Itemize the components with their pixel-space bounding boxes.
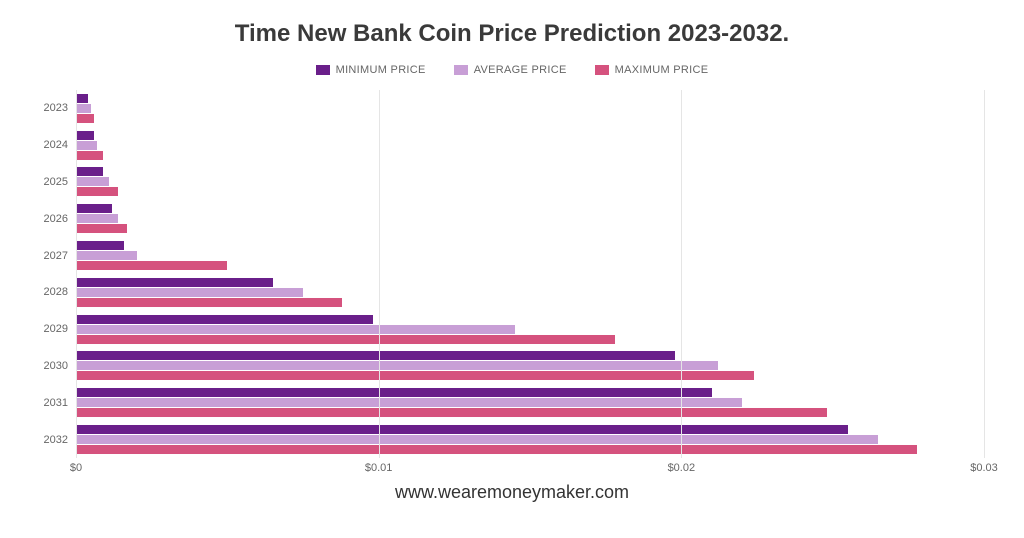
bar [76, 435, 878, 444]
bar [76, 445, 917, 454]
bar [76, 335, 615, 344]
x-tick-label: $0.02 [668, 462, 696, 474]
bar [76, 114, 94, 123]
swatch-max-icon [595, 65, 609, 75]
bar [76, 251, 137, 260]
y-tick-label: 2027 [44, 250, 76, 262]
gridline [379, 90, 380, 458]
bar [76, 187, 118, 196]
y-tick-label: 2032 [44, 434, 76, 446]
bar [76, 288, 303, 297]
bar [76, 224, 127, 233]
bar [76, 425, 848, 434]
legend-label-avg: AVERAGE PRICE [474, 64, 567, 76]
legend-item-max: MAXIMUM PRICE [595, 64, 709, 76]
legend: MINIMUM PRICE AVERAGE PRICE MAXIMUM PRIC… [30, 64, 994, 76]
legend-label-min: MINIMUM PRICE [336, 64, 426, 76]
y-tick-label: 2030 [44, 360, 76, 372]
bar [76, 131, 94, 140]
bar [76, 214, 118, 223]
legend-label-max: MAXIMUM PRICE [615, 64, 709, 76]
gridline [984, 90, 985, 458]
bar [76, 261, 227, 270]
year-group: 2023 [76, 90, 984, 127]
bar [76, 388, 712, 397]
bar [76, 141, 97, 150]
year-group: 2025 [76, 164, 984, 201]
chart-container: Time New Bank Coin Price Prediction 2023… [0, 0, 1024, 538]
year-group: 2029 [76, 311, 984, 348]
bar [76, 94, 88, 103]
legend-item-avg: AVERAGE PRICE [454, 64, 567, 76]
y-tick-label: 2024 [44, 139, 76, 151]
footer-text: www.wearemoneymaker.com [30, 482, 994, 503]
year-group: 2028 [76, 274, 984, 311]
bar [76, 104, 91, 113]
bar [76, 398, 742, 407]
bar [76, 177, 109, 186]
bar [76, 151, 103, 160]
y-tick-label: 2029 [44, 323, 76, 335]
bars-area: 2023202420252026202720282029203020312032 [76, 90, 984, 458]
bar [76, 315, 373, 324]
bar [76, 167, 103, 176]
year-group: 2032 [76, 421, 984, 458]
year-group: 2026 [76, 200, 984, 237]
swatch-avg-icon [454, 65, 468, 75]
y-tick-label: 2031 [44, 397, 76, 409]
y-tick-label: 2028 [44, 286, 76, 298]
bar [76, 278, 273, 287]
bar [76, 298, 342, 307]
y-tick-label: 2025 [44, 176, 76, 188]
y-tick-label: 2023 [44, 102, 76, 114]
bar [76, 351, 675, 360]
bar [76, 408, 827, 417]
y-tick-label: 2026 [44, 213, 76, 225]
bar [76, 241, 124, 250]
legend-item-min: MINIMUM PRICE [316, 64, 426, 76]
plot-area: 2023202420252026202720282029203020312032… [76, 90, 984, 480]
bar [76, 325, 515, 334]
x-tick-label: $0 [70, 462, 82, 474]
year-group: 2030 [76, 348, 984, 385]
bar [76, 371, 754, 380]
swatch-min-icon [316, 65, 330, 75]
x-tick-label: $0.03 [970, 462, 998, 474]
chart-title: Time New Bank Coin Price Prediction 2023… [30, 20, 994, 48]
year-group: 2031 [76, 384, 984, 421]
x-tick-label: $0.01 [365, 462, 393, 474]
gridline [681, 90, 682, 458]
year-group: 2024 [76, 127, 984, 164]
x-axis: $0$0.01$0.02$0.03 [76, 458, 984, 480]
gridline [76, 90, 77, 458]
bar [76, 204, 112, 213]
bar [76, 361, 718, 370]
year-group: 2027 [76, 237, 984, 274]
